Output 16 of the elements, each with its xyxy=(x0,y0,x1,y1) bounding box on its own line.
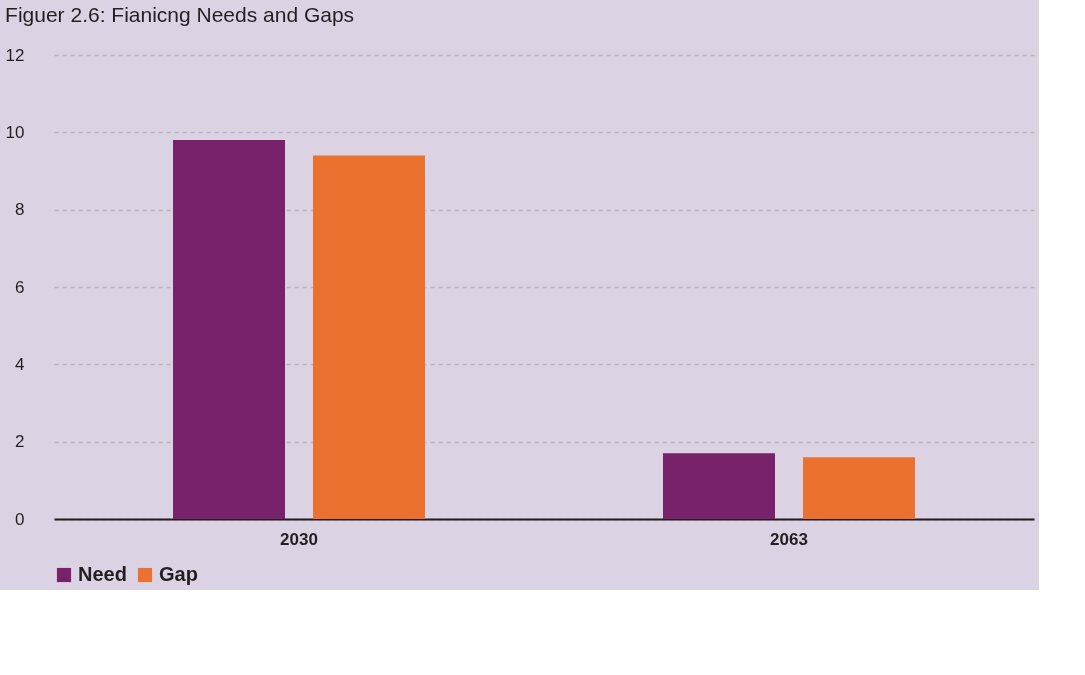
y-tick-label: 2 xyxy=(15,432,25,452)
bar xyxy=(173,140,285,519)
y-tick-label: 0 xyxy=(15,509,25,529)
y-tick-label: 10 xyxy=(5,122,25,142)
y-tick-label: 8 xyxy=(15,200,25,220)
y-tick-label: 4 xyxy=(15,354,25,374)
y-tick-label: 6 xyxy=(15,277,25,297)
bar xyxy=(803,457,915,519)
legend-label: Gap xyxy=(159,563,198,585)
bar xyxy=(663,453,775,519)
chart-title: Figuer 2.6: Fianicng Needs and Gaps xyxy=(5,3,355,26)
bar xyxy=(313,155,425,519)
x-tick-label: 2063 xyxy=(770,529,808,549)
x-tick-label: 2030 xyxy=(280,529,318,549)
y-tick-label: 12 xyxy=(5,45,25,65)
legend-label: Need xyxy=(78,563,127,585)
